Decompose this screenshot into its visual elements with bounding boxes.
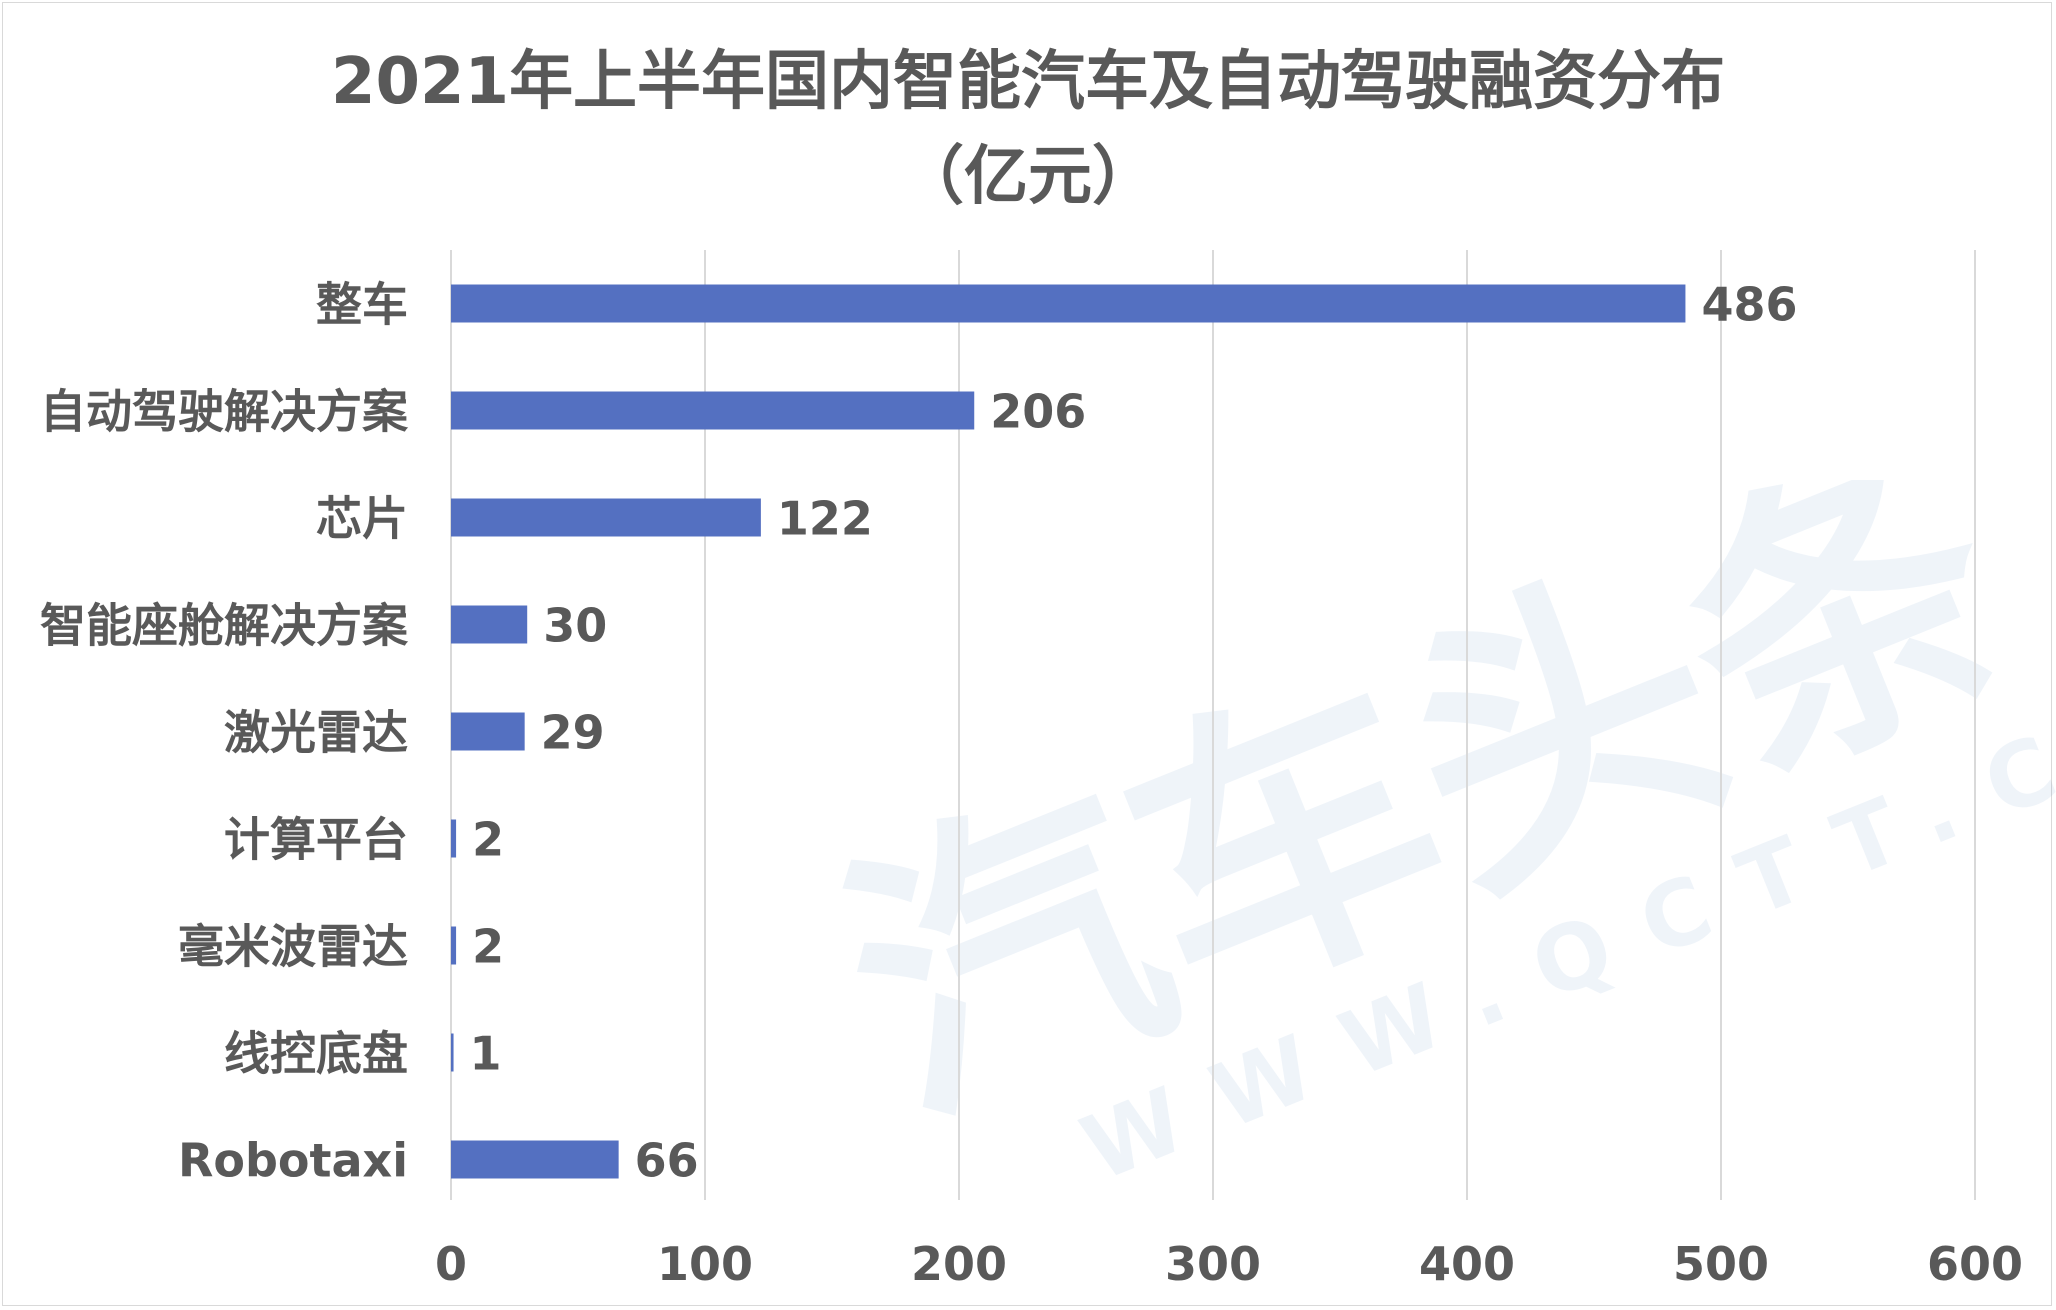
data-label: 486 bbox=[1701, 278, 1797, 332]
x-tick-label: 500 bbox=[1673, 1237, 1769, 1291]
bar bbox=[451, 498, 761, 537]
category-label: 芯片 bbox=[316, 492, 408, 546]
chart-title: 2021年上半年国内智能汽车及自动驾驶融资分布 bbox=[330, 45, 1726, 119]
category-label: 计算平台 bbox=[224, 813, 408, 867]
data-label: 122 bbox=[777, 492, 873, 546]
data-label: 30 bbox=[543, 599, 607, 653]
bar bbox=[451, 819, 457, 858]
data-label: 206 bbox=[990, 385, 1086, 439]
data-label: 2 bbox=[472, 920, 504, 974]
category-label: 激光雷达 bbox=[224, 706, 408, 760]
category-label: 整车 bbox=[316, 278, 408, 332]
category-label: 智能座舱解决方案 bbox=[40, 599, 409, 653]
x-tick-label: 400 bbox=[1419, 1237, 1515, 1291]
bar bbox=[451, 284, 1686, 323]
category-label: 毫米波雷达 bbox=[178, 920, 408, 974]
data-label: 1 bbox=[470, 1027, 502, 1081]
bar bbox=[451, 712, 525, 751]
bar bbox=[451, 605, 528, 644]
chart-subtitle: （亿元） bbox=[900, 140, 1156, 214]
category-label: 线控底盘 bbox=[224, 1027, 408, 1081]
bar bbox=[451, 1140, 619, 1179]
x-tick-label: 600 bbox=[1927, 1237, 2023, 1291]
data-label: 29 bbox=[541, 706, 605, 760]
category-label: Robotaxi bbox=[178, 1134, 408, 1188]
x-tick-label: 100 bbox=[657, 1237, 753, 1291]
x-tick-label: 300 bbox=[1165, 1237, 1261, 1291]
bar bbox=[451, 1033, 454, 1072]
category-label: 自动驾驶解决方案 bbox=[40, 385, 409, 439]
bar bbox=[451, 391, 975, 430]
data-label: 66 bbox=[635, 1134, 699, 1188]
x-tick-label: 0 bbox=[435, 1237, 467, 1291]
x-tick-label: 200 bbox=[911, 1237, 1007, 1291]
bar bbox=[451, 926, 457, 965]
data-label: 2 bbox=[472, 813, 504, 867]
